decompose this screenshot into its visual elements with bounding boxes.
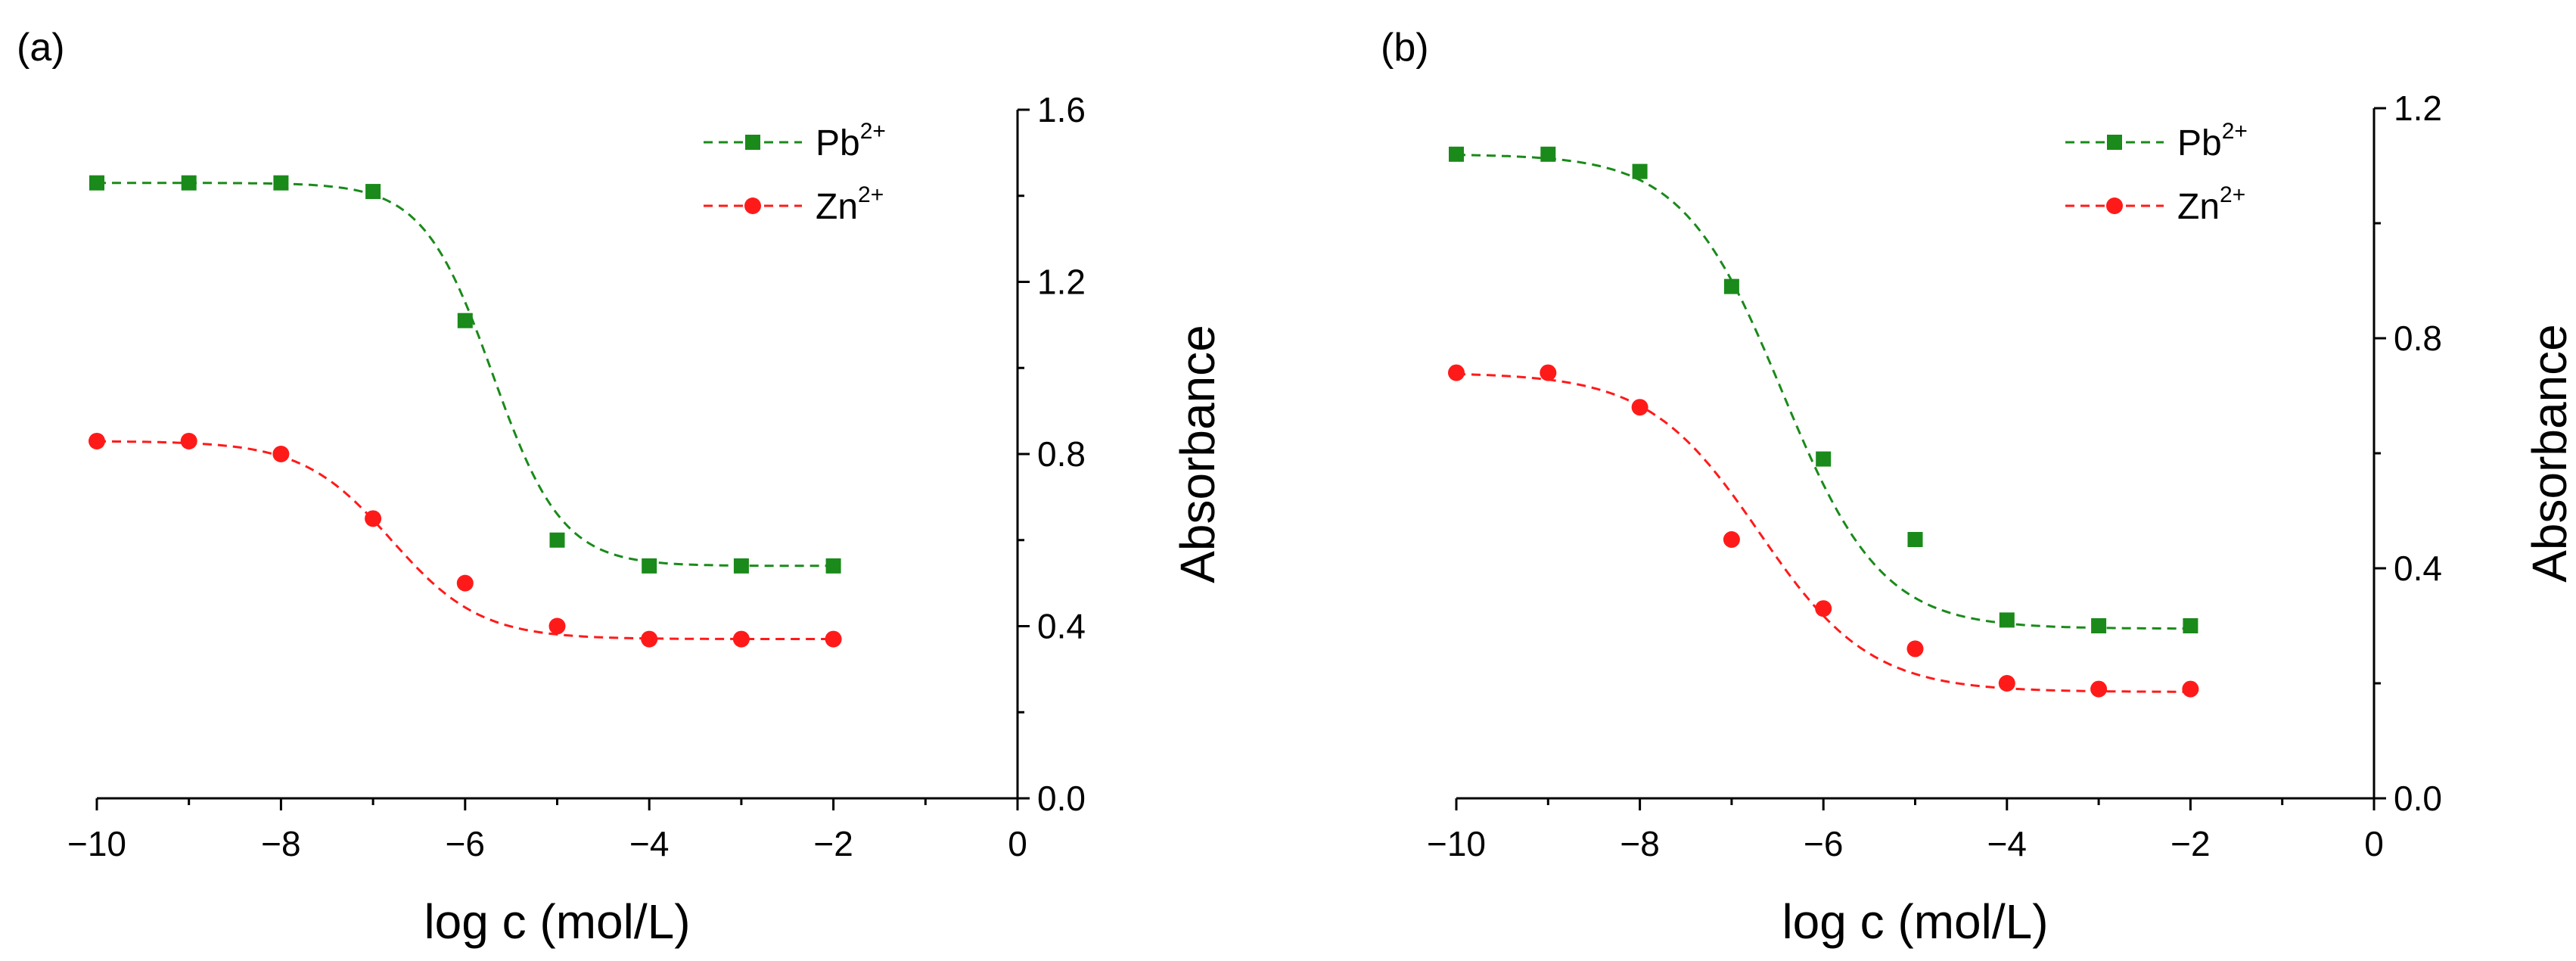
legend-label: Pb2+ [816, 119, 886, 163]
x-axis-title: log c (mol/L) [424, 894, 690, 949]
y-tick-label: 0.0 [2394, 779, 2442, 818]
data-point-pb [1540, 146, 1556, 162]
data-point-zn [825, 630, 842, 648]
series-pb [89, 175, 841, 574]
legend-entry-zn: Zn2+ [2065, 182, 2245, 227]
x-axis-title: log c (mol/L) [1782, 894, 2048, 949]
legend-label: Pb2+ [2177, 119, 2248, 163]
data-point-pb [549, 532, 565, 548]
data-point-zn [1448, 364, 1465, 381]
fit-line-pb [1456, 154, 2191, 630]
y-tick-label: 1.6 [1037, 90, 1086, 129]
panel-a: (a) −10 −8 −6 −4 −2 0 0.0 0.4 0.8 1.2 1.6 log c (mol… [17, 26, 1225, 949]
legend-label: Zn2+ [2177, 182, 2245, 227]
legend-marker [2107, 135, 2122, 150]
data-point-zn [456, 574, 474, 592]
legend-marker [745, 135, 760, 150]
legend-superscript: 2+ [2222, 119, 2248, 144]
data-point-zn [2182, 680, 2199, 698]
data-point-pb [1723, 278, 1739, 294]
data-point-pb [273, 175, 289, 191]
data-point-pb [825, 558, 841, 574]
data-point-zn [89, 432, 105, 449]
y-tick-label: 1.2 [2394, 89, 2442, 128]
x-tick-label: −8 [261, 824, 300, 863]
data-point-pb [181, 175, 197, 191]
data-point-zn [272, 446, 290, 462]
x-tick-label: 0 [2364, 824, 2384, 863]
data-point-zn [1540, 364, 1557, 381]
legend-marker [744, 197, 761, 214]
legend-marker [2106, 197, 2123, 214]
data-point-pb [457, 313, 473, 328]
y-axis-title: Absorbance [1170, 325, 1225, 583]
x-tick-label: −4 [629, 824, 669, 863]
legend-superscript: 2+ [860, 119, 886, 144]
x-tick-label: −6 [1804, 824, 1843, 863]
data-point-pb [1632, 163, 1648, 179]
fit-line-pb [97, 182, 834, 568]
y-tick-label: 1.2 [1037, 263, 1086, 302]
data-point-pb [365, 184, 381, 200]
x-tick-label: −8 [1620, 824, 1659, 863]
data-point-zn [1631, 399, 1648, 416]
data-point-pb [1816, 451, 1832, 467]
y-tick-label: 0.0 [1037, 779, 1086, 818]
series-zn [89, 432, 842, 648]
data-point-zn [1906, 640, 1924, 658]
data-point-zn [1815, 600, 1832, 617]
data-point-zn [548, 617, 566, 635]
x-tick-label: 0 [1008, 824, 1027, 863]
y-tick-label: 0.4 [1037, 607, 1086, 646]
x-tick-label: −2 [2170, 824, 2210, 863]
panel-label: (b) [1381, 26, 1429, 70]
x-tick-label: −6 [446, 824, 485, 863]
y-tick-label: 0.4 [2394, 549, 2442, 588]
x-tick-label: −4 [1987, 824, 2027, 863]
data-point-pb [89, 175, 104, 191]
panel-b: (b) −10 −8 −6 −4 −2 0 0.0 0.4 0.8 1.2 log c (mol/L)… [1381, 26, 2576, 949]
y-tick-label: 0.8 [1037, 434, 1086, 474]
legend-entry-zn: Zn2+ [704, 182, 884, 227]
data-point-pb [642, 558, 657, 574]
data-point-pb [1999, 612, 2015, 628]
data-point-zn [180, 432, 197, 449]
y-axis-title: Absorbance [2522, 324, 2576, 583]
data-point-pb [1907, 532, 1923, 547]
legend-entry-pb: Pb2+ [2065, 119, 2248, 163]
data-point-pb [2183, 618, 2198, 633]
y-tick-label: 0.8 [2394, 319, 2442, 358]
data-point-zn [1998, 675, 2015, 692]
data-point-zn [641, 630, 658, 648]
panel-label: (a) [17, 26, 65, 70]
fit-line-zn [97, 440, 834, 640]
x-tick-label: −10 [67, 824, 126, 863]
data-point-zn [1723, 531, 1740, 548]
legend-superscript: 2+ [858, 182, 884, 207]
data-point-pb [733, 558, 749, 574]
data-point-zn [732, 630, 750, 648]
legend-label: Zn2+ [816, 182, 884, 227]
series-zn [1448, 364, 2199, 698]
data-point-zn [365, 510, 382, 527]
data-point-zn [2090, 680, 2108, 698]
x-tick-label: −10 [1427, 824, 1486, 863]
legend-entry-pb: Pb2+ [704, 119, 886, 163]
x-tick-label: −2 [813, 824, 853, 863]
series-pb [1449, 146, 2198, 633]
data-point-pb [1449, 146, 1464, 162]
legend-superscript: 2+ [2220, 182, 2245, 207]
fit-line-zn [1456, 372, 2191, 693]
data-point-pb [2091, 618, 2107, 633]
